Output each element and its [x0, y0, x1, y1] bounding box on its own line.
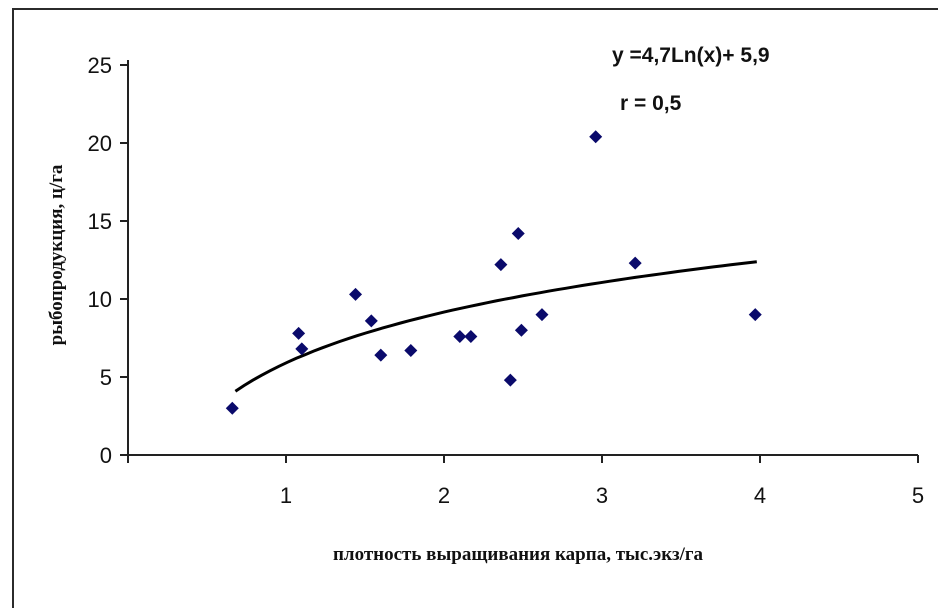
data-point [453, 329, 467, 343]
points-group [225, 130, 762, 415]
data-point [464, 329, 478, 343]
data-point [511, 226, 525, 240]
data-point [404, 343, 418, 357]
axes: 0 5 10 15 20 25 1 2 3 4 5 [88, 53, 925, 508]
data-point [514, 323, 528, 337]
x-tick-label: 4 [754, 483, 766, 508]
y-tick-label: 0 [100, 443, 112, 468]
correlation-annotation: r = 0,5 [620, 92, 682, 115]
x-tick-label: 5 [912, 483, 924, 508]
x-axis-label: плотность выращивания карпа, тыс.экз/га [333, 544, 704, 565]
x-tick-label: 2 [438, 483, 450, 508]
trendline [234, 260, 757, 393]
data-point [295, 342, 309, 356]
y-tick-label: 15 [88, 209, 112, 234]
y-tick-label: 5 [100, 365, 112, 390]
equation-annotation: y =4,7Ln(x)+ 5,9 [612, 44, 770, 67]
data-point [374, 348, 388, 362]
x-tick-label: 1 [280, 483, 292, 508]
data-point [225, 401, 239, 415]
x-tick-label: 3 [596, 483, 608, 508]
data-point [349, 287, 363, 301]
y-tick-label: 25 [88, 53, 112, 78]
chart-frame [12, 8, 938, 608]
y-tick-label: 10 [88, 287, 112, 312]
y-tick-label: 20 [88, 131, 112, 156]
data-point [628, 256, 642, 270]
y-axis-label: рыбопродукция, ц/га [46, 164, 67, 345]
data-point [494, 258, 508, 272]
data-point [503, 373, 517, 387]
data-point [535, 308, 549, 322]
data-point [589, 130, 603, 144]
data-point [292, 326, 306, 340]
trendline-group [234, 260, 757, 393]
data-point [364, 314, 378, 328]
data-point [748, 308, 762, 322]
